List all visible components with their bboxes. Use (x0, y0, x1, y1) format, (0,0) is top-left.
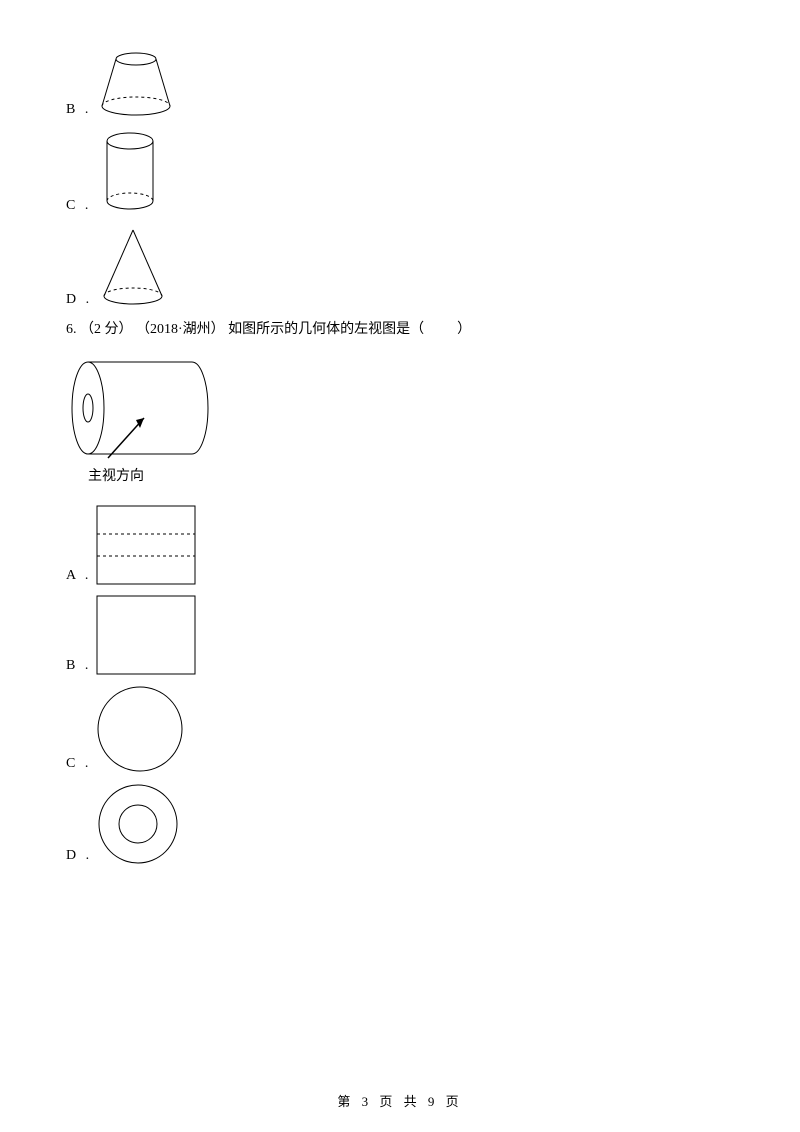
q6-option-c-row: C . (66, 684, 734, 774)
concentric-circles-icon (96, 782, 180, 866)
option-d-row: D . (66, 224, 734, 310)
q6-option-b-row: B . (66, 594, 734, 676)
option-b-row: B . (66, 48, 734, 120)
q6-option-b-label: B . (66, 658, 91, 676)
q6-figure: 主视方向 (50, 348, 734, 498)
question-6: 6. （2 分） （2018·湖州） 如图所示的几何体的左视图是（ ） (66, 318, 734, 338)
option-c-label: C . (66, 198, 91, 216)
frustum-icon (95, 48, 177, 120)
footer-suffix: 页 (446, 1094, 463, 1109)
page-footer: 第 3 页 共 9 页 (0, 1091, 800, 1110)
q6-blank: ） (457, 322, 471, 337)
arrow-label: 主视方向 (88, 468, 144, 484)
cone-icon (96, 224, 170, 310)
option-b-label: B . (66, 102, 91, 120)
q6-stem: 如图所示的几何体的左视图是（ (228, 322, 424, 337)
footer-total: 9 (428, 1094, 439, 1109)
option-d-label: D . (66, 292, 92, 310)
rect-dashed-icon (95, 504, 197, 586)
q6-option-d-label: D . (66, 848, 92, 866)
q6-points: （2 分） (80, 322, 133, 337)
footer-prefix: 第 (337, 1094, 354, 1109)
solid-with-arrow-icon: 主视方向 (50, 348, 218, 498)
footer-mid: 页 共 (379, 1094, 420, 1109)
option-c-row: C . (66, 128, 734, 216)
q6-option-d-row: D . (66, 782, 734, 866)
page-content: B . C . D . 6. （2 分） （ (0, 0, 800, 866)
circle-icon (95, 684, 185, 774)
q6-option-c-label: C . (66, 756, 91, 774)
q6-option-a-row: A . (66, 504, 734, 586)
q6-option-a-label: A . (66, 568, 91, 586)
footer-page: 3 (362, 1094, 373, 1109)
rect-plain-icon (95, 594, 197, 676)
q6-source: （2018·湖州） (136, 322, 225, 337)
cylinder-icon (95, 128, 165, 216)
q6-number: 6. (66, 322, 77, 337)
